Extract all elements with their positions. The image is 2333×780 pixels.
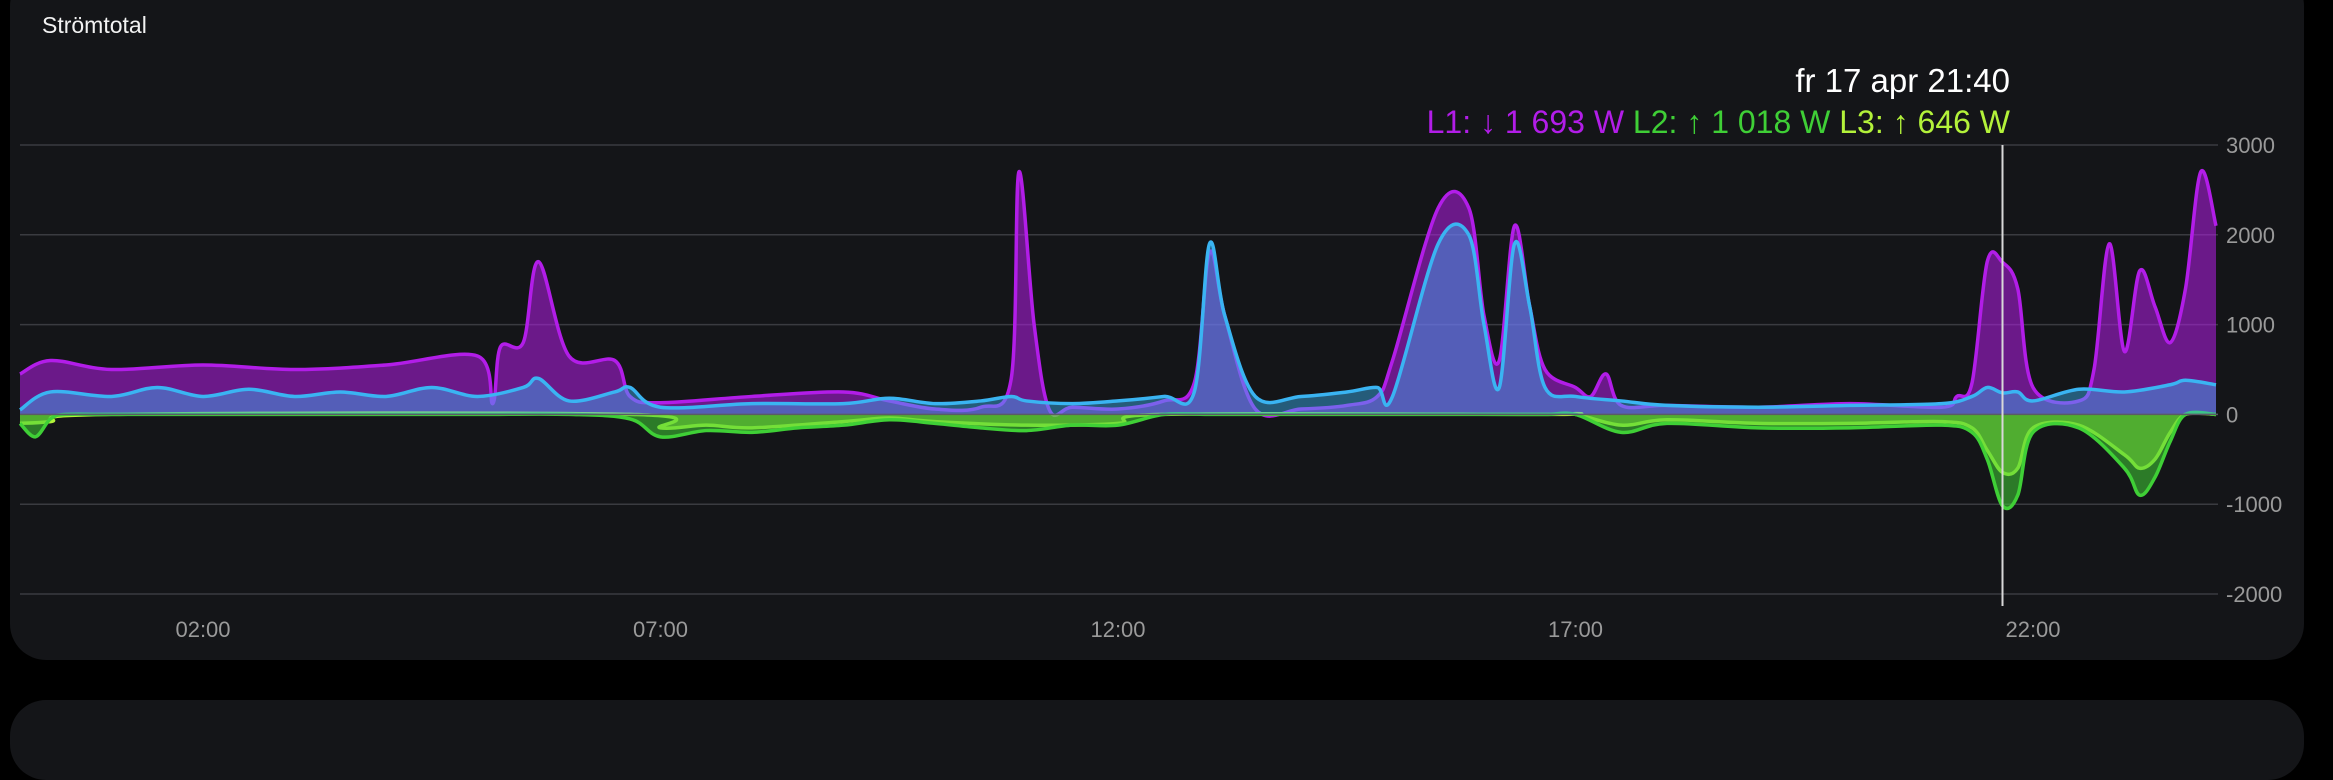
readout-l2-label: L2: xyxy=(1632,104,1678,140)
readout-l1: L1: ↓ 1 693 W xyxy=(1427,104,1624,141)
readout-l2-value: 1 018 W xyxy=(1711,104,1831,140)
x-tick-label: 17:00 xyxy=(1548,617,1603,642)
x-tick-label: 12:00 xyxy=(1090,617,1145,642)
y-tick-label: 0 xyxy=(2226,402,2238,427)
card-title: Strömtotal xyxy=(42,12,147,38)
readout-l3-value: 646 W xyxy=(1917,104,2010,140)
x-tick-label: 22:00 xyxy=(2005,617,2060,642)
readout-l2: L2: ↑ 1 018 W xyxy=(1633,104,1830,141)
readout-l1-label: L1: xyxy=(1426,104,1472,140)
series-line-blue xyxy=(18,222,2217,412)
y-tick-label: 1000 xyxy=(2226,313,2275,338)
power-chart[interactable]: 3000 2000 1000 0 -1000 -2000 02:00 07:00 12:00 17… xyxy=(0,0,2333,724)
tooltip-readout: L1: ↓ 1 693 W L2: ↑ 1 018 W L3: ↑ 646 W xyxy=(1427,104,2010,141)
series-line-l1 xyxy=(19,168,2218,418)
readout-l3-label: L3: xyxy=(1839,104,1884,140)
series-area-l2 xyxy=(20,412,2216,509)
readout-l1-value: 1 693 W xyxy=(1504,104,1625,140)
y-tick-label: -2000 xyxy=(2226,582,2282,607)
y-tick-label: 2000 xyxy=(2226,223,2275,248)
y-tick-label: -1000 xyxy=(2226,492,2282,517)
arrow-down-icon: ↓ xyxy=(1479,104,1496,140)
series-area-blue xyxy=(20,224,2216,415)
arrow-up-icon: ↑ xyxy=(1892,104,1909,140)
arrow-up-icon: ↑ xyxy=(1686,104,1703,140)
x-tick-label: 07:00 xyxy=(633,617,688,642)
tooltip-time: fr 17 apr 21:40 xyxy=(1795,62,2010,99)
chart-card xyxy=(10,0,2304,660)
readout-l3: L3: ↑ 646 W xyxy=(1839,104,2010,141)
x-tick-label: 02:00 xyxy=(175,617,230,642)
y-tick-label: 3000 xyxy=(2226,133,2275,158)
series-area-l1 xyxy=(20,170,2216,417)
series-line-l2 xyxy=(18,410,2217,511)
